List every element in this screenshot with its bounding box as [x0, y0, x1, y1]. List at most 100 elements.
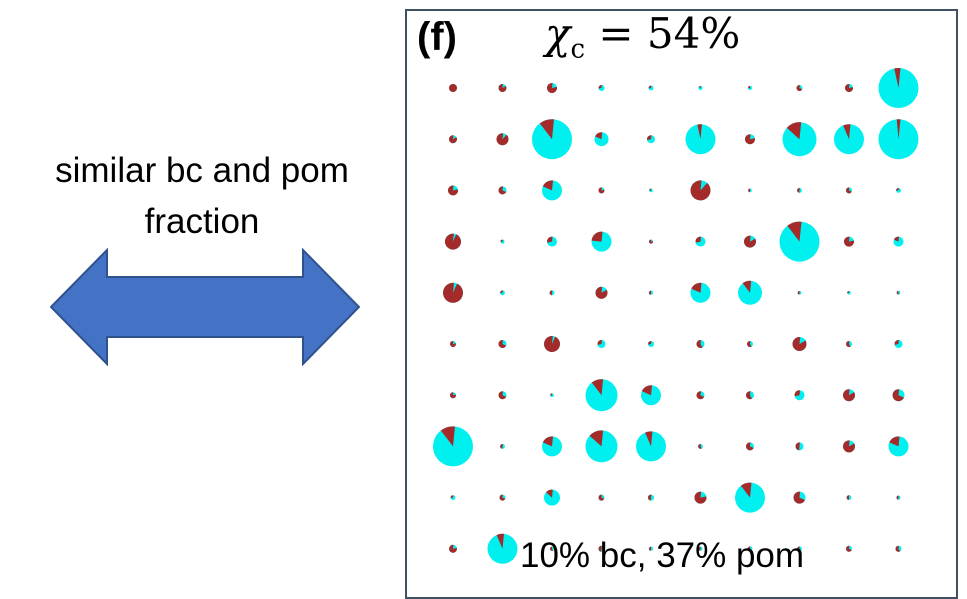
pie-marker	[544, 489, 560, 506]
pie-marker	[797, 546, 802, 552]
pie-bc-slice	[744, 235, 756, 248]
pie-marker	[498, 84, 507, 92]
pie-marker	[793, 491, 806, 504]
pie-marker	[450, 392, 456, 399]
pie-bc-slice	[547, 236, 553, 243]
pie-marker	[846, 495, 852, 500]
pie-marker	[445, 233, 461, 250]
chi-symbol: χ	[545, 9, 571, 58]
pie-bc-slice	[597, 340, 602, 345]
bottom-caption: 10% bc, 37% pom	[520, 536, 805, 575]
pie-marker	[585, 379, 618, 412]
pie-marker	[594, 132, 609, 147]
pie-bc-slice	[895, 545, 901, 552]
pie-marker	[598, 84, 605, 91]
pie-marker	[844, 236, 854, 247]
pie-bc-slice	[647, 135, 652, 141]
pie-marker	[796, 85, 803, 91]
pie-marker	[797, 188, 802, 193]
pie-marker	[792, 337, 807, 352]
pie-bc-slice	[598, 187, 605, 194]
pie-marker	[433, 426, 473, 467]
pie-bc-slice	[740, 482, 752, 498]
pie-bc-slice	[496, 533, 504, 549]
pie-bc-slice	[847, 291, 850, 294]
pie-grid-panel: (f) χc = 54%	[405, 9, 958, 599]
pie-bc-slice	[786, 122, 802, 140]
pie-bc-slice	[698, 86, 701, 88]
pie-bc-slice	[546, 489, 553, 498]
pie-marker	[542, 436, 562, 457]
pie-bc-slice	[846, 187, 852, 194]
pie-marker	[698, 444, 703, 449]
pie-marker	[500, 290, 505, 296]
pie-marker	[745, 134, 755, 145]
pie-bc-slice	[648, 494, 652, 501]
pie-marker	[648, 494, 654, 501]
pie-marker	[878, 68, 919, 108]
pie-marker	[449, 544, 457, 553]
pie-marker	[547, 83, 557, 94]
pie-marker	[648, 85, 654, 91]
pie-bc-slice	[747, 341, 752, 347]
pie-marker	[846, 545, 852, 552]
pie-marker	[649, 188, 653, 193]
pie-bc-slice	[748, 188, 751, 193]
pie-marker	[595, 286, 608, 299]
pie-marker	[499, 494, 506, 501]
pie-marker	[498, 391, 507, 400]
pie-marker	[649, 546, 653, 551]
pie-marker	[549, 290, 555, 296]
pie-bc-slice	[498, 391, 507, 400]
pie-bc-slice	[500, 290, 503, 294]
pie-marker	[843, 389, 855, 402]
pie-bc-slice	[797, 188, 800, 193]
pie-bc-slice	[694, 491, 707, 504]
pie-marker	[696, 340, 705, 348]
pie-bc-slice	[648, 341, 652, 345]
pie-marker	[698, 546, 703, 551]
pie-bc-slice	[440, 426, 455, 447]
pie-marker	[450, 341, 456, 347]
pie-bc-slice	[793, 491, 805, 504]
pie-bc-slice	[641, 385, 652, 396]
pie-bc-slice	[746, 442, 754, 451]
pie-marker	[888, 436, 909, 457]
pie-marker	[896, 291, 901, 295]
pie-bc-slice	[598, 494, 605, 501]
pie-marker	[747, 546, 753, 552]
pie-bc-slice	[690, 180, 711, 201]
pie-bc-slice	[591, 231, 603, 242]
pie-marker	[690, 282, 711, 303]
pie-marker	[449, 135, 457, 144]
pie-marker	[695, 236, 706, 247]
pie-marker	[585, 430, 618, 463]
pie-bc-slice	[843, 124, 851, 140]
pie-bc-slice	[448, 185, 458, 196]
pie-bc-slice	[591, 379, 604, 396]
pie-bc-slice	[843, 389, 855, 402]
pie-marker	[597, 340, 606, 348]
left-caption: similar bc and pom fraction	[0, 145, 404, 247]
pie-marker	[834, 124, 864, 155]
pie-bc-slice	[747, 546, 751, 552]
pie-bc-slice	[795, 442, 800, 451]
pie-marker	[500, 444, 505, 449]
pie-bc-slice	[746, 391, 753, 400]
pie-bc-slice	[645, 431, 653, 447]
pie-marker	[636, 431, 666, 462]
pie-bc-slice	[797, 546, 800, 552]
pie-marker	[894, 340, 903, 348]
pie-bc-slice	[698, 444, 702, 449]
pie-bc-slice	[691, 282, 702, 293]
pie-bc-slice	[595, 132, 603, 140]
pie-bc-slice	[649, 239, 653, 244]
pie-marker	[846, 341, 852, 347]
pie-marker	[694, 491, 707, 504]
pie-bc-slice	[499, 494, 506, 501]
pie-bc-slice	[649, 188, 652, 191]
pie-marker	[598, 494, 605, 501]
pie-marker	[794, 390, 805, 401]
pie-marker	[878, 119, 919, 160]
pie-bc-slice	[845, 84, 853, 92]
